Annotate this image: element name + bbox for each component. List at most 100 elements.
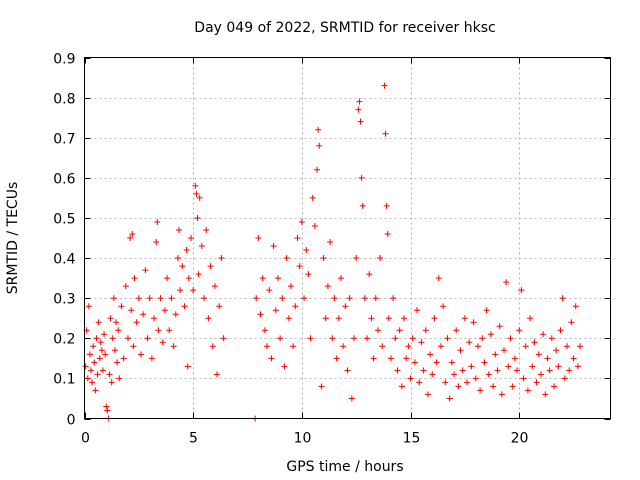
- data-point: [181, 303, 188, 310]
- data-point: [309, 194, 316, 201]
- data-point: [108, 379, 115, 386]
- data-point: [111, 347, 118, 354]
- data-point: [322, 315, 329, 322]
- data-point: [193, 190, 200, 197]
- data-point: [522, 343, 529, 350]
- data-point: [379, 343, 386, 350]
- data-point: [511, 355, 518, 362]
- data-point: [490, 383, 497, 390]
- data-point: [405, 343, 412, 350]
- plot-frame: [84, 57, 611, 419]
- data-point: [392, 335, 399, 342]
- data-point: [553, 347, 560, 354]
- data-point: [411, 359, 418, 366]
- data-point: [314, 166, 321, 173]
- data-point: [464, 379, 471, 386]
- data-point: [420, 367, 427, 374]
- data-point: [498, 391, 505, 398]
- data-point: [103, 403, 110, 410]
- data-point: [114, 359, 121, 366]
- y-tick-label: 0.9: [53, 52, 75, 68]
- data-point: [307, 335, 314, 342]
- data-point: [279, 295, 286, 302]
- data-point: [183, 247, 190, 254]
- data-point: [568, 319, 575, 326]
- data-point: [113, 319, 120, 326]
- data-point: [195, 271, 202, 278]
- data-point: [174, 255, 181, 262]
- data-point: [95, 319, 102, 326]
- data-point: [329, 335, 336, 342]
- data-point: [368, 315, 375, 322]
- data-point: [257, 311, 264, 318]
- data-point: [324, 283, 331, 290]
- y-tick-label: 0.7: [53, 132, 75, 148]
- data-point: [481, 359, 488, 366]
- data-point: [529, 363, 536, 370]
- data-point: [535, 351, 542, 358]
- data-point: [196, 194, 203, 201]
- data-point: [177, 287, 184, 294]
- x-tick-label: 5: [189, 431, 198, 447]
- data-point: [477, 387, 484, 394]
- data-point: [209, 343, 216, 350]
- data-point: [179, 263, 186, 270]
- data-point: [390, 295, 397, 302]
- data-point: [570, 355, 577, 362]
- x-tick-label: 0: [81, 431, 90, 447]
- data-point: [355, 106, 362, 113]
- x-tick-label: 20: [511, 431, 529, 447]
- data-point: [203, 226, 210, 233]
- data-point: [315, 126, 322, 133]
- data-point: [433, 359, 440, 366]
- data-point: [259, 275, 266, 282]
- data-point: [374, 327, 381, 334]
- data-point: [564, 343, 571, 350]
- data-point: [220, 335, 227, 342]
- data-point: [520, 375, 527, 382]
- data-point: [320, 255, 327, 262]
- data-point: [351, 335, 358, 342]
- data-point: [574, 363, 581, 370]
- data-point: [84, 375, 91, 382]
- data-point: [184, 363, 191, 370]
- data-point: [176, 226, 183, 233]
- data-point: [572, 303, 579, 310]
- data-point: [327, 239, 334, 246]
- data-point: [255, 235, 262, 241]
- data-point: [170, 343, 177, 350]
- data-point: [201, 295, 208, 302]
- data-point: [211, 283, 218, 290]
- data-point: [466, 339, 473, 346]
- data-point: [144, 335, 151, 342]
- data-point: [518, 287, 525, 294]
- data-point: [128, 307, 135, 314]
- data-point: [337, 275, 344, 282]
- data-point: [442, 379, 449, 386]
- data-point: [292, 303, 299, 310]
- data-point: [381, 82, 388, 89]
- data-point: [503, 279, 510, 286]
- data-point: [107, 315, 114, 322]
- data-point: [492, 351, 499, 358]
- data-point: [403, 355, 410, 362]
- y-tick-label: 0.1: [53, 372, 75, 388]
- data-point: [357, 118, 364, 125]
- data-point: [396, 327, 403, 334]
- data-point: [270, 243, 277, 250]
- data-point: [548, 335, 555, 342]
- data-point: [446, 395, 453, 402]
- data-point: [356, 98, 363, 105]
- data-point: [507, 335, 514, 342]
- y-tick-label: 0: [67, 413, 76, 429]
- x-tick-label: 10: [294, 431, 312, 447]
- data-point: [440, 303, 447, 310]
- data-point: [424, 391, 431, 398]
- y-axis-label: SRMTID / TECUs: [5, 182, 21, 295]
- data-point: [301, 295, 308, 302]
- data-point: [505, 363, 512, 370]
- data-point: [305, 271, 312, 278]
- data-point: [416, 379, 423, 386]
- data-point: [409, 335, 416, 342]
- data-point: [544, 355, 551, 362]
